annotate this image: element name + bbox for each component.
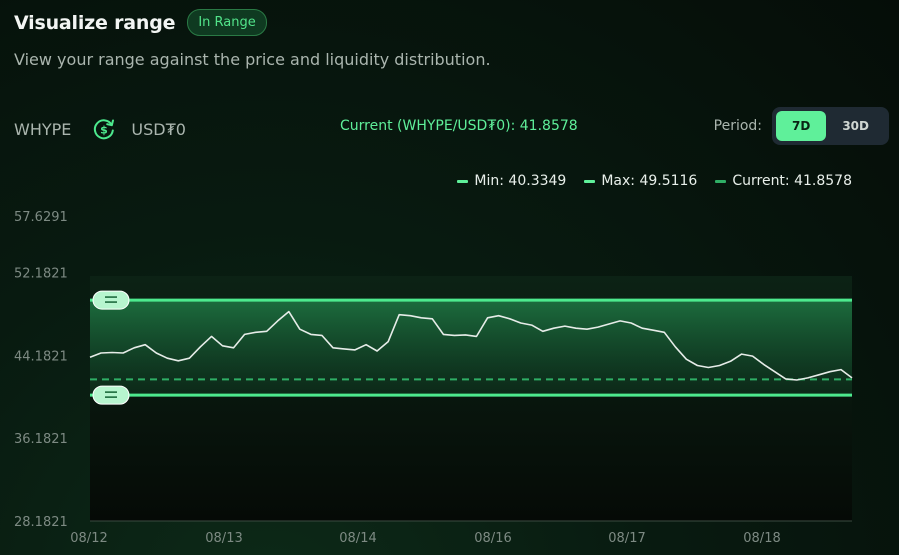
legend-current-swatch: [715, 179, 727, 183]
range-min-handle[interactable]: [92, 385, 130, 405]
page-title: Visualize range: [14, 11, 176, 34]
base-token-label: WHYPE: [14, 119, 72, 139]
period-label: Period:: [713, 118, 763, 134]
pair-selector: WHYPE $ USD₮0: [14, 116, 186, 142]
x-tick-label-2: 08/14: [339, 531, 376, 546]
legend-current: Current: 41.8578: [715, 173, 852, 189]
status-badge: In Range: [187, 9, 267, 36]
period-7d-button[interactable]: 7D: [776, 111, 827, 141]
period-30d-button[interactable]: 30D: [842, 119, 869, 133]
x-tick-label-0: 08/12: [70, 531, 107, 546]
page-subtitle: View your range against the price and li…: [14, 50, 491, 69]
header: Visualize range In Range: [14, 9, 267, 36]
range-band: [90, 300, 852, 396]
y-tick-label-3: 36.1821: [14, 432, 68, 447]
range-max-handle[interactable]: [92, 290, 130, 310]
x-tick-label-4: 08/17: [608, 531, 645, 546]
current-price-text: Current (WHYPE/USD₮0): 41.8578: [340, 118, 578, 134]
legend-max-swatch: [584, 179, 596, 183]
legend-max-label: Max: 49.5116: [601, 173, 698, 189]
chart-legend: Min: 40.3349 Max: 49.5116 Current: 41.85…: [457, 173, 852, 189]
y-tick-label-1: 52.1821: [14, 266, 68, 281]
price-series-line: [89, 310, 853, 381]
legend-current-label: Current: 41.8578: [732, 173, 852, 189]
period-selector: Period: 7D 30D: [714, 107, 889, 145]
x-tick-label-1: 08/13: [205, 531, 242, 546]
period-toggle: 7D 30D: [772, 107, 889, 145]
quote-token-label: USD₮0: [131, 119, 186, 139]
svg-text:$: $: [101, 124, 109, 137]
legend-min-label: Min: 40.3349: [474, 173, 567, 189]
swap-dollar-icon[interactable]: $: [91, 116, 117, 142]
x-tick-label-5: 08/18: [743, 531, 780, 546]
legend-min-swatch: [457, 179, 469, 183]
x-tick-label-3: 08/16: [474, 531, 511, 546]
y-tick-label-0: 57.6291: [14, 210, 68, 225]
y-tick-label-2: 44.1821: [14, 349, 68, 364]
y-tick-label-4: 28.1821: [14, 515, 68, 530]
legend-max: Max: 49.5116: [584, 173, 697, 189]
legend-min: Min: 40.3349: [457, 173, 566, 189]
